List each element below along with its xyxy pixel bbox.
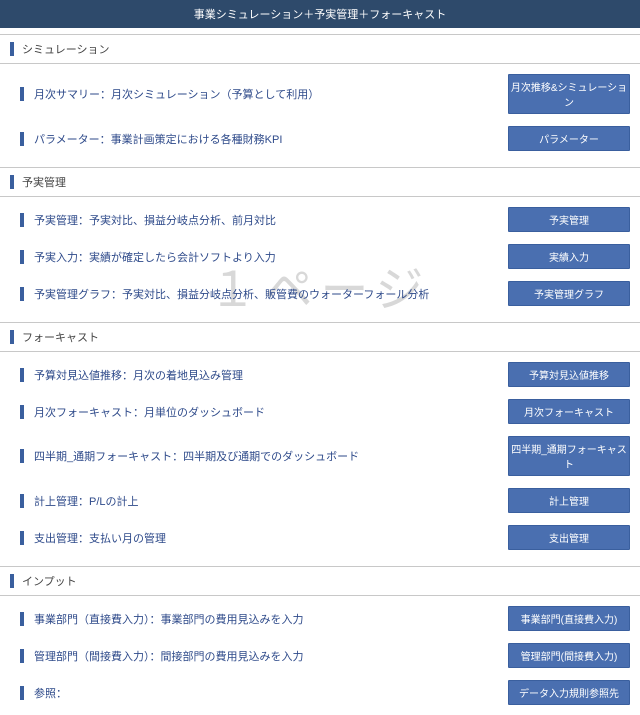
row-label: 四半期_通期フォーキャスト：四半期及び通期でのダッシュボード xyxy=(34,448,359,464)
section-title: 予実管理 xyxy=(22,174,66,190)
row-label: 月次サマリー：月次シミュレーション（予算として利用） xyxy=(34,86,319,102)
business-dept-button[interactable]: 事業部門(直接費入力) xyxy=(508,606,630,631)
row-budget-actual: 予実管理：予実対比、損益分岐点分析、前月対比 予実管理 xyxy=(0,201,640,238)
budget-actual-graph-button[interactable]: 予実管理グラフ xyxy=(508,281,630,306)
row-label: 予算対見込値推移：月次の着地見込み管理 xyxy=(34,367,243,383)
budget-vs-forecast-button[interactable]: 予算対見込値推移 xyxy=(508,362,630,387)
row-label: 予実管理：予実対比、損益分岐点分析、前月対比 xyxy=(34,212,276,228)
row-actual-input: 予実入力：実績が確定したら会計ソフトより入力 実績入力 xyxy=(0,238,640,275)
row-expense: 支出管理：支払い月の管理 支出管理 xyxy=(0,519,640,556)
row-budget-vs-forecast: 予算対見込値推移：月次の着地見込み管理 予算対見込値推移 xyxy=(0,356,640,393)
accrual-button[interactable]: 計上管理 xyxy=(508,488,630,513)
row-monthly-summary: 月次サマリー：月次シミュレーション（予算として利用） 月次推移&シミュレーション xyxy=(0,68,640,120)
section-header-input: インプット xyxy=(0,566,640,596)
reference-button[interactable]: データ入力規則参照先 xyxy=(508,680,630,705)
parameter-button[interactable]: パラメーター xyxy=(508,126,630,151)
quarterly-forecast-button[interactable]: 四半期_通期フォーキャスト xyxy=(508,436,630,476)
row-parameter: パラメーター：事業計画策定における各種財務KPI パラメーター xyxy=(0,120,640,157)
row-budget-actual-graph: 予実管理グラフ：予実対比、損益分岐点分析、販管費のウォーターフォール分析 予実管… xyxy=(0,275,640,312)
monthly-forecast-button[interactable]: 月次フォーキャスト xyxy=(508,399,630,424)
row-label: 予実管理グラフ：予実対比、損益分岐点分析、販管費のウォーターフォール分析 xyxy=(34,286,429,302)
row-label: 計上管理：P/Lの計上 xyxy=(34,493,139,509)
monthly-simulation-button[interactable]: 月次推移&シミュレーション xyxy=(508,74,630,114)
row-monthly-forecast: 月次フォーキャスト：月単位のダッシュボード 月次フォーキャスト xyxy=(0,393,640,430)
admin-dept-button[interactable]: 管理部門(間接費入力) xyxy=(508,643,630,668)
expense-button[interactable]: 支出管理 xyxy=(508,525,630,550)
budget-actual-button[interactable]: 予実管理 xyxy=(508,207,630,232)
section-title: シミュレーション xyxy=(22,41,110,57)
section-title: フォーキャスト xyxy=(22,329,99,345)
actual-input-button[interactable]: 実績入力 xyxy=(508,244,630,269)
section-header-budget-actual: 予実管理 xyxy=(0,167,640,197)
row-label: 予実入力：実績が確定したら会計ソフトより入力 xyxy=(34,249,276,265)
row-label: 事業部門（直接費入力）：事業部門の費用見込みを入力 xyxy=(34,611,304,627)
page-header: 事業シミュレーション＋予実管理＋フォーキャスト xyxy=(0,0,640,28)
row-label: 月次フォーキャスト：月単位のダッシュボード xyxy=(34,404,265,420)
row-label: パラメーター：事業計画策定における各種財務KPI xyxy=(34,131,282,147)
row-reference: 参照： データ入力規則参照先 xyxy=(0,674,640,711)
row-quarterly-forecast: 四半期_通期フォーキャスト：四半期及び通期でのダッシュボード 四半期_通期フォー… xyxy=(0,430,640,482)
row-accrual: 計上管理：P/Lの計上 計上管理 xyxy=(0,482,640,519)
row-business-dept: 事業部門（直接費入力）：事業部門の費用見込みを入力 事業部門(直接費入力) xyxy=(0,600,640,637)
section-header-forecast: フォーキャスト xyxy=(0,322,640,352)
row-admin-dept: 管理部門（間接費入力）：間接部門の費用見込みを入力 管理部門(間接費入力) xyxy=(0,637,640,674)
section-title: インプット xyxy=(22,573,77,589)
section-header-simulation: シミュレーション xyxy=(0,34,640,64)
row-label: 支出管理：支払い月の管理 xyxy=(34,530,166,546)
row-label: 管理部門（間接費入力）：間接部門の費用見込みを入力 xyxy=(34,648,304,664)
row-label: 参照： xyxy=(34,685,67,701)
